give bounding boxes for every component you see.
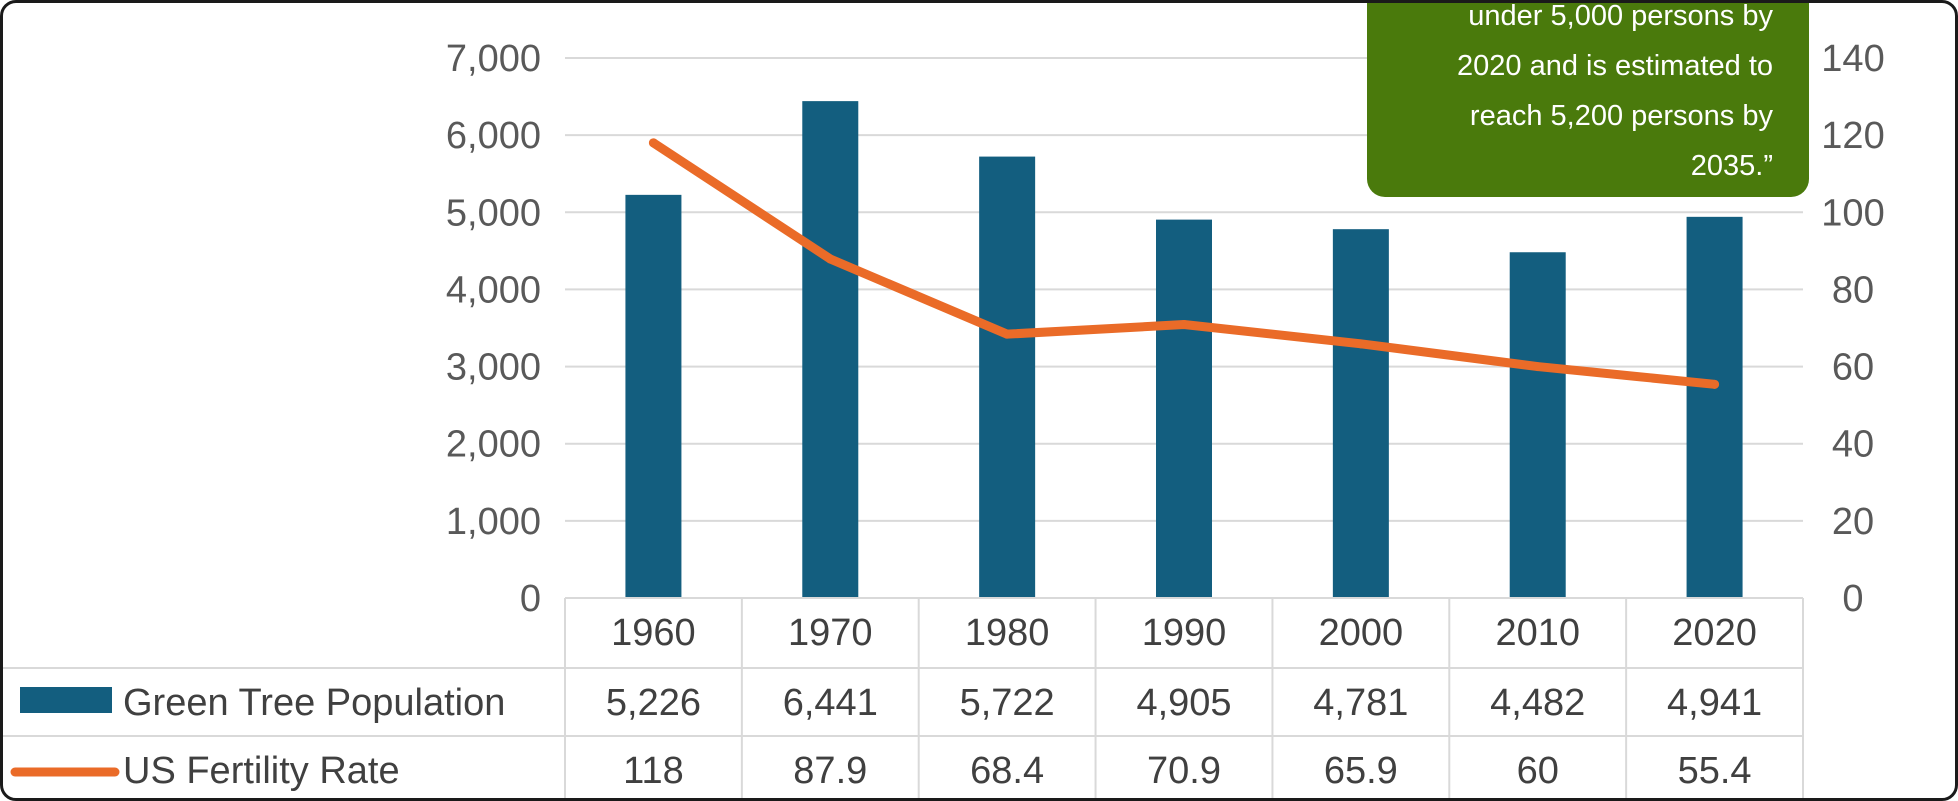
table-value-cell: 4,941: [1667, 682, 1762, 724]
table-value-cell: 60: [1517, 750, 1559, 792]
legend-label-us-fertility-rate: US Fertility Rate: [123, 750, 400, 792]
bar-2010: [1509, 252, 1566, 598]
line-point-1990: [1179, 320, 1189, 330]
line-point-1970: [825, 254, 835, 264]
bar-1990: [1156, 219, 1212, 598]
right-y-tick-label: 40: [1832, 424, 1874, 466]
line-point-2010: [1533, 362, 1543, 372]
right-y-tick-label: 80: [1832, 269, 1874, 311]
data-table: 1960 1970 1980 1990 2000 2010 2020 5,226 6,441 5,…: [3, 597, 1804, 798]
bar-series-green-tree-population: [625, 101, 1743, 599]
left-y-tick-label: 3,000: [446, 347, 541, 389]
left-y-tick-label: 2,000: [446, 424, 541, 466]
line-point-1980: [1002, 329, 1012, 339]
annotation-line: 2020 and is estimated to: [1457, 50, 1773, 82]
line-point-1960: [648, 138, 658, 148]
left-y-axis: 0 1,000 2,000 3,000 4,000 5,000 6,000 7,000: [446, 38, 541, 620]
left-y-tick-label: 0: [520, 578, 541, 620]
bar-2000: [1332, 229, 1389, 598]
bar-1980: [979, 156, 1036, 599]
right-y-tick-label: 120: [1821, 115, 1884, 157]
x-category-label: 1990: [1142, 612, 1227, 654]
annotation-line: 2035.”: [1690, 150, 1773, 182]
combo-chart: 0 1,000 2,000 3,000 4,000 5,000 6,000 7,000 0 20…: [3, 38, 1885, 798]
left-y-tick-label: 6,000: [446, 115, 541, 157]
right-y-tick-label: 60: [1832, 347, 1874, 389]
table-value-cell: 55.4: [1678, 750, 1752, 792]
x-category-label: 2020: [1672, 612, 1757, 654]
line-point-2020: [1710, 379, 1720, 389]
left-y-tick-label: 7,000: [446, 38, 541, 80]
x-category-label: 1980: [965, 612, 1050, 654]
legend-label-green-tree-population: Green Tree Population: [123, 682, 505, 724]
line-series-us-fertility-rate: [648, 138, 1720, 389]
table-value-cell: 118: [623, 750, 684, 792]
annotation-line: under 5,000 persons by: [1468, 0, 1773, 32]
table-value-cell: 5,226: [606, 682, 701, 724]
right-y-tick-label: 20: [1832, 501, 1874, 543]
table-value-cell: 4,905: [1136, 682, 1231, 724]
bar-1970: [802, 101, 859, 598]
line-point-2000: [1356, 339, 1366, 349]
x-category-label: 1960: [611, 612, 696, 654]
x-category-label: 2010: [1495, 612, 1580, 654]
right-y-axis: 0 20 40 60 80 100 120 140: [1821, 38, 1884, 620]
bar-1960: [625, 194, 682, 598]
table-value-cell: 5,722: [960, 682, 1055, 724]
left-y-tick-label: 5,000: [446, 192, 541, 234]
bar-2020: [1686, 216, 1743, 598]
left-y-tick-label: 4,000: [446, 269, 541, 311]
left-y-tick-label: 1,000: [446, 501, 541, 543]
legend-key-green-tree-population: [20, 687, 112, 713]
table-value-cell: 6,441: [783, 682, 878, 724]
annotation-callout: under 5,000 persons by 2020 and is estim…: [1367, 0, 1809, 197]
annotation-line: reach 5,200 persons by: [1469, 100, 1773, 132]
x-category-label: 1970: [788, 612, 873, 654]
right-y-tick-label: 100: [1821, 192, 1884, 234]
table-value-cell: 65.9: [1324, 750, 1398, 792]
table-value-cell: 70.9: [1147, 750, 1221, 792]
table-value-cell: 87.9: [793, 750, 867, 792]
x-category-label: 2000: [1319, 612, 1404, 654]
right-y-tick-label: 0: [1842, 578, 1863, 620]
table-value-cell: 68.4: [970, 750, 1044, 792]
table-value-cell: 4,482: [1490, 682, 1585, 724]
table-value-cell: 4,781: [1313, 682, 1408, 724]
right-y-tick-label: 140: [1821, 38, 1884, 80]
